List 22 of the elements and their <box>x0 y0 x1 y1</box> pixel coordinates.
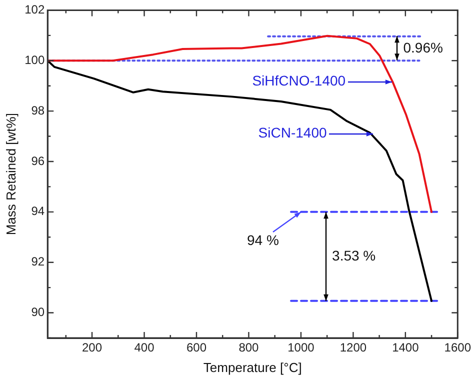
y-tick-label: 98 <box>31 103 45 118</box>
x-tick-label: 1000 <box>288 340 315 355</box>
x-axis-title: Temperature [°C] <box>203 360 302 375</box>
annotation: SiCN-1400 <box>258 124 327 141</box>
annotation: 94 % <box>246 232 279 248</box>
y-tick-label: 92 <box>31 254 45 269</box>
annotation: 0.96% <box>403 39 443 56</box>
x-tick-label: 600 <box>186 340 207 355</box>
annotation: 3.53 % <box>332 247 376 264</box>
y-tick-label: 96 <box>31 154 45 168</box>
y-tick-label: 102 <box>24 2 45 17</box>
y-axis-title: Mass Retained [wt%] <box>3 113 18 236</box>
annotation: SiHfCNO-1400 <box>252 72 346 89</box>
x-tick-label: 1600 <box>444 340 472 355</box>
x-tick-label: 1200 <box>340 340 367 355</box>
x-tick-label: 800 <box>238 340 260 355</box>
y-tick-label: 100 <box>24 52 45 67</box>
y-tick-label: 94 <box>31 204 45 218</box>
x-tick-label: 400 <box>134 340 155 355</box>
y-tick-label: 90 <box>31 305 45 320</box>
x-tick-label: 200 <box>82 340 102 355</box>
x-tick-label: 1400 <box>392 340 420 355</box>
